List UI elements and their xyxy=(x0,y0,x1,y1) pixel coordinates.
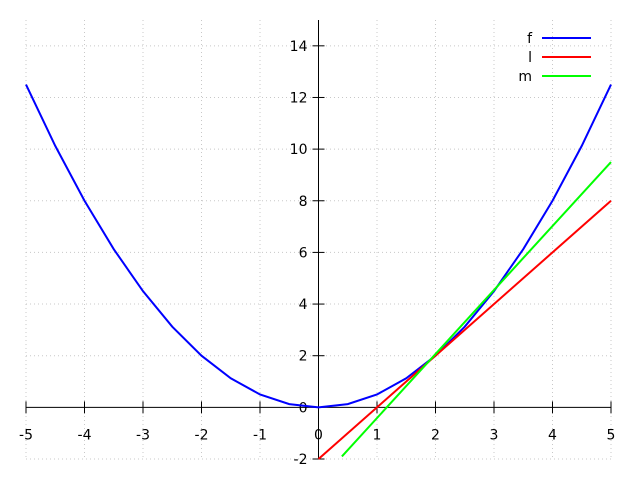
x-tick-label: 4 xyxy=(548,427,557,443)
y-tick-label: 12 xyxy=(290,90,308,106)
y-tick-label: 14 xyxy=(290,39,308,55)
x-tick-label: 2 xyxy=(431,427,440,443)
series-line-l xyxy=(317,200,612,460)
x-tick-label: 5 xyxy=(607,427,616,443)
y-tick-label: 2 xyxy=(299,349,308,365)
x-tick-label: -1 xyxy=(253,427,267,443)
y-tick-label: -2 xyxy=(294,452,308,468)
x-tick-label: -5 xyxy=(19,427,33,443)
legend-label-f: f xyxy=(527,31,533,47)
y-tick-label: 8 xyxy=(299,194,308,210)
y-tick-label: 4 xyxy=(299,297,308,313)
x-tick-label: -3 xyxy=(136,427,150,443)
series-line-f xyxy=(25,84,612,409)
axes xyxy=(26,20,611,459)
y-tick-label: 0 xyxy=(299,400,308,416)
legend: flm xyxy=(518,31,591,85)
x-tick-label: 3 xyxy=(490,427,499,443)
x-tick-label: 1 xyxy=(373,427,382,443)
x-tick-label: 0 xyxy=(314,427,323,443)
series-line-m xyxy=(341,161,612,458)
series xyxy=(25,84,612,460)
legend-label-l: l xyxy=(528,50,532,66)
y-tick-label: 10 xyxy=(290,142,308,158)
x-tick-label: -2 xyxy=(195,427,209,443)
legend-label-m: m xyxy=(518,69,532,85)
x-tick-label: -4 xyxy=(78,427,92,443)
y-tick-label: 6 xyxy=(299,245,308,261)
